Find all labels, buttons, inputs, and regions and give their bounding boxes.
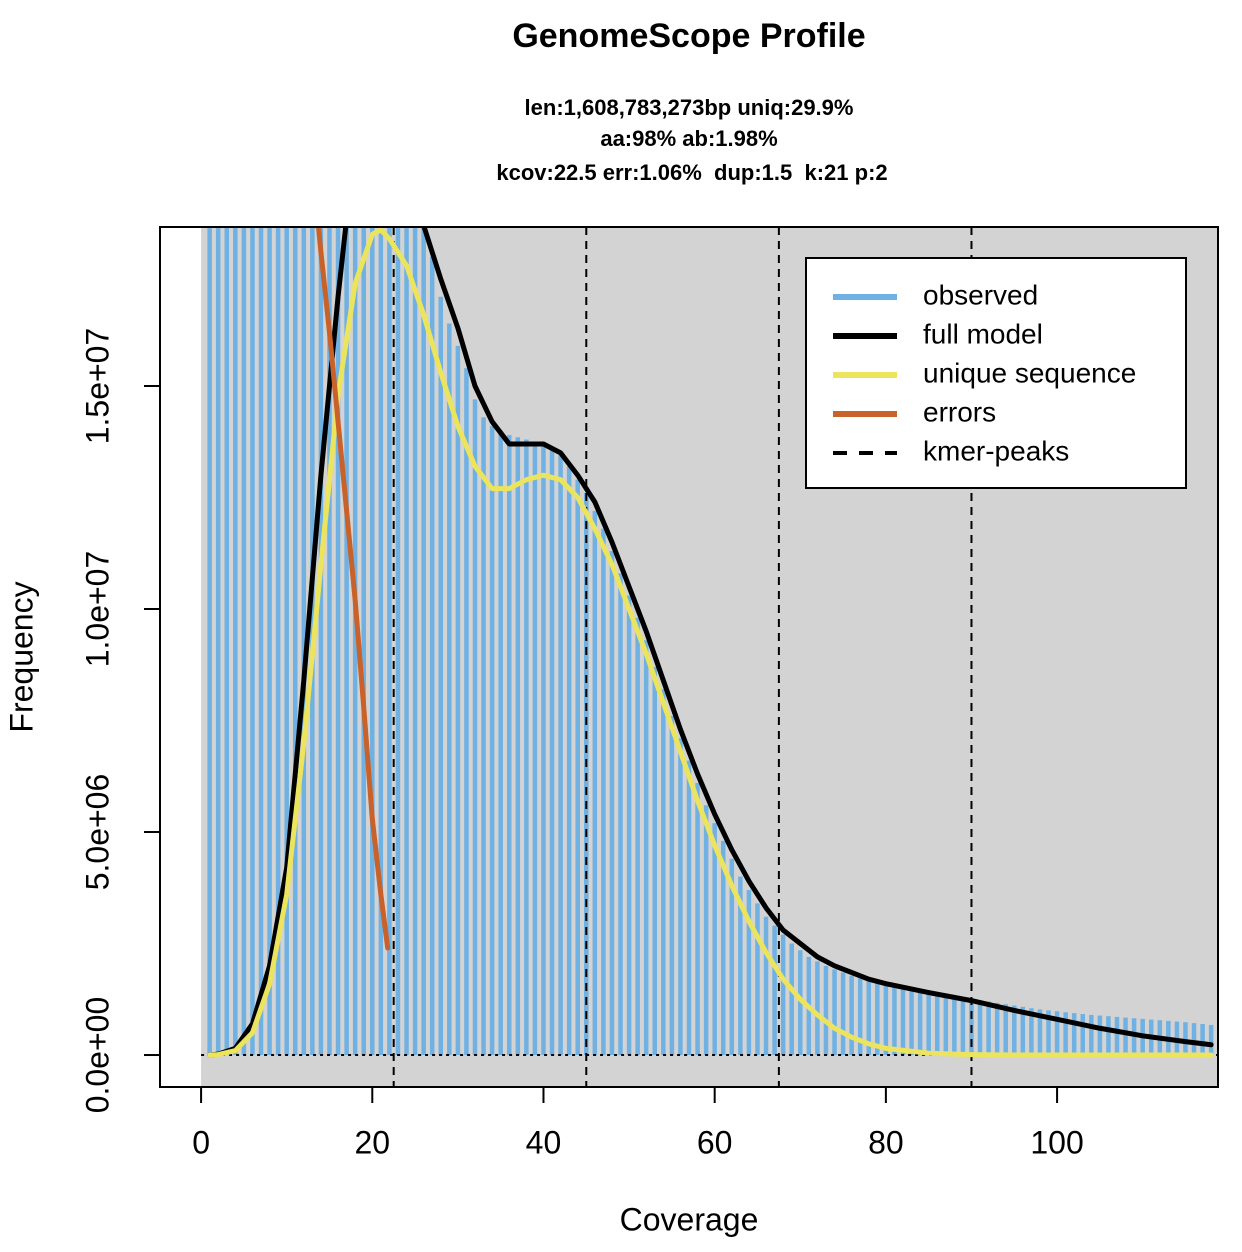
y-tick-label: 5.0e+06 xyxy=(79,774,115,891)
legend-label: errors xyxy=(923,396,996,427)
x-tick-label: 100 xyxy=(1030,1124,1083,1160)
legend-label: full model xyxy=(923,318,1043,349)
model-line xyxy=(316,227,391,951)
subtitle: len:1,608,783,273bp uniq:29.9% xyxy=(525,95,854,120)
legend: observed full model unique sequence errors k… xyxy=(805,257,1187,489)
y-axis-title: Frequency xyxy=(3,581,39,732)
y-tick-label: 1.0e+07 xyxy=(79,551,115,668)
subtitle: kcov:22.5 err:1.06% dup:1.5 k:21 p:2 xyxy=(496,160,887,185)
y-tick-label: 1.5e+07 xyxy=(79,328,115,445)
axes: 0 20 40 60 80 100 0.0e+00 5.0e+06 1.0e+07 1.5e+07 xyxy=(79,328,1083,1161)
x-tick-label: 0 xyxy=(192,1124,210,1160)
legend-label: kmer-peaks xyxy=(923,435,1069,466)
plot-frame xyxy=(159,226,1219,1088)
model-line xyxy=(207,227,1214,1058)
x-tick-label: 60 xyxy=(697,1124,733,1160)
subtitle: aa:98% ab:1.98% xyxy=(600,126,777,151)
x-tick-label: 40 xyxy=(526,1124,562,1160)
x-axis-title: Coverage xyxy=(620,1201,759,1237)
legend-label: unique sequence xyxy=(923,357,1136,388)
x-tick-label: 80 xyxy=(868,1124,904,1160)
legend-label: observed xyxy=(923,279,1038,310)
chart-title: GenomeScope Profile xyxy=(512,17,865,55)
model-line xyxy=(207,227,1214,1058)
x-tick-label: 20 xyxy=(354,1124,390,1160)
y-tick-label: 0.0e+00 xyxy=(79,997,115,1114)
